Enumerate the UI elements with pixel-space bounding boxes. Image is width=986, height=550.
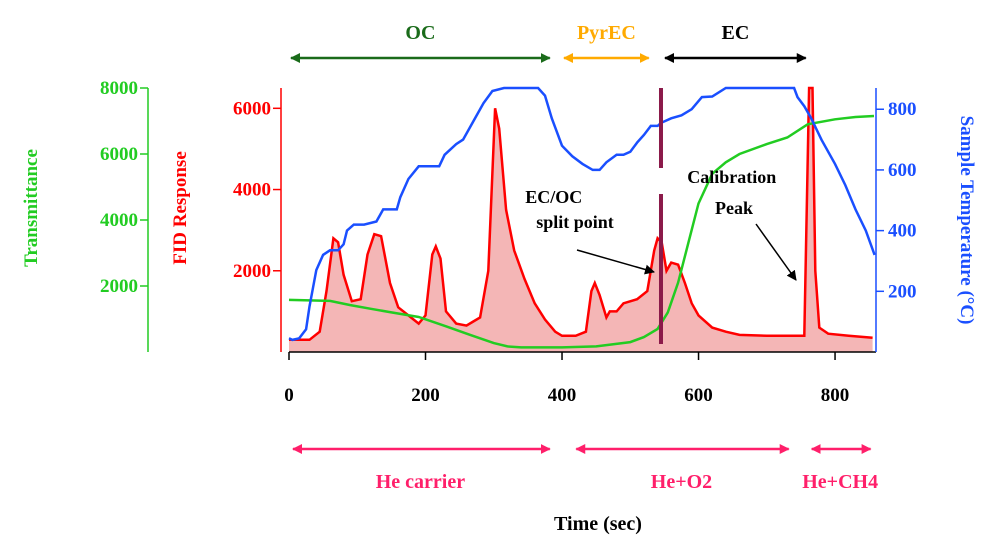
fid-tick-label: 4000	[233, 180, 271, 201]
annotations: EC/OC split point Calibration Peak	[525, 167, 797, 281]
x-tick-label: 400	[548, 385, 577, 406]
phase-label: EC	[721, 22, 749, 44]
transmittance-tick-label: 8000	[100, 78, 138, 99]
temperature-tick-label: 600	[888, 160, 917, 181]
calibration-peak-label-line1: Calibration	[687, 167, 776, 187]
temperature-tick-label: 800	[888, 99, 917, 120]
carrier-gas-label: He+O2	[651, 471, 712, 493]
x-tick-label: 800	[821, 385, 850, 406]
split-point-label-line2: split point	[536, 212, 614, 232]
split-point-label-line1: EC/OC	[525, 187, 582, 207]
fid-axis-label: FID Response	[170, 151, 191, 264]
transmittance-tick-label: 4000	[100, 210, 138, 231]
fid-axis: FID Response 2000 4000 6000	[170, 88, 282, 352]
transmittance-axis: Transmittance 2000 4000 6000 8000	[21, 78, 149, 352]
carrier-gas-label: He+CH4	[802, 471, 878, 493]
temperature-axis-label: Sample Temperature (°C)	[956, 116, 977, 325]
fid-tick-label: 6000	[233, 98, 271, 119]
fid-response-line	[289, 86, 873, 342]
calibration-peak-label: Calibration Peak	[687, 167, 781, 218]
transmittance-axis-label: Transmittance	[21, 149, 42, 267]
temperature-tick-label: 200	[888, 281, 917, 302]
calibration-peak-pointer	[755, 223, 797, 281]
temperature-tick-label: 400	[888, 221, 917, 242]
x-axis-label: Time (sec)	[554, 513, 642, 535]
phase-label: OC	[405, 22, 435, 44]
transmittance-tick-label: 6000	[100, 144, 138, 165]
x-tick-label: 0	[284, 385, 294, 406]
split-point-label: EC/OC split point	[525, 187, 614, 232]
calibration-peak-label-line2: Peak	[715, 198, 753, 218]
split-point-pointer	[576, 249, 655, 275]
phase-arrows: OC PyrEC EC	[290, 22, 807, 63]
phase-label: PyrEC	[577, 22, 636, 44]
carrier-gas-label: He carrier	[376, 471, 465, 493]
temperature-line	[288, 86, 876, 342]
transmittance-tick-label: 2000	[100, 276, 138, 297]
x-tick-label: 600	[684, 385, 713, 406]
carrier-gas-arrows: He carrier He+O2 He+CH4	[292, 444, 878, 493]
temperature-axis: Sample Temperature (°C) 200 400 600 800	[875, 88, 977, 352]
plot-area	[288, 86, 876, 352]
transmittance-line	[288, 114, 875, 349]
x-tick-label: 200	[411, 385, 440, 406]
x-axis: Time (sec) 0 200 400 600 800	[284, 351, 876, 535]
fid-tick-label: 2000	[233, 261, 271, 282]
fid-response-fill	[289, 88, 873, 352]
split-point-gap	[657, 168, 664, 194]
